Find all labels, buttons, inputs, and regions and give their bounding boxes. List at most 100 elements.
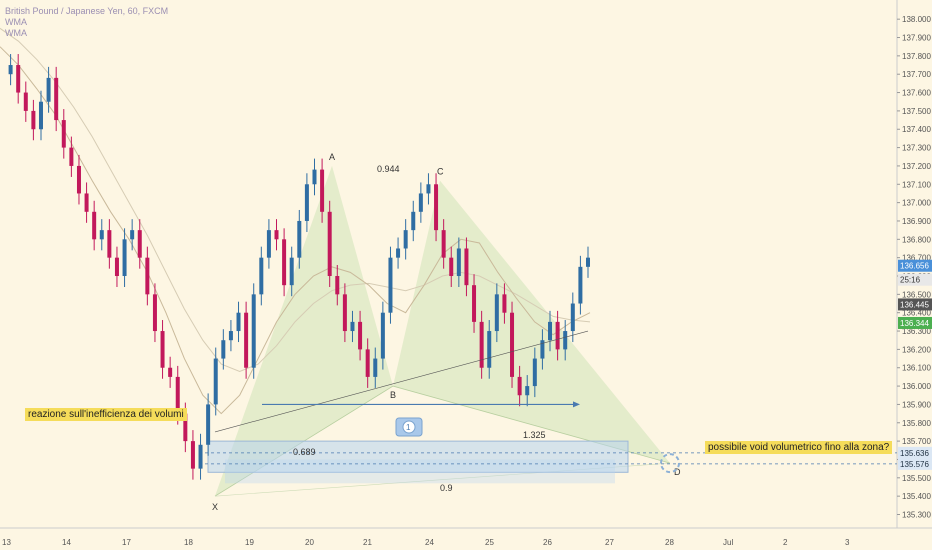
candle-body (518, 377, 522, 395)
candle-body (396, 248, 400, 257)
candle-body (510, 313, 514, 377)
note-void-zone[interactable]: possibile void volumetrico fino alla zon… (705, 441, 892, 454)
x-tick-label: 28 (665, 538, 674, 547)
y-tick-label: 135.400 (902, 492, 931, 501)
pattern-ratio-label: 0.944 (377, 164, 400, 174)
candle-body (85, 193, 89, 211)
candle-body (9, 65, 13, 74)
y-tick-label: 137.300 (902, 144, 931, 153)
candle-body (206, 404, 210, 444)
candle-body (480, 322, 484, 368)
candle-body (130, 230, 134, 239)
x-tick-label: 17 (122, 538, 131, 547)
y-tick-label: 137.900 (902, 34, 931, 43)
candle-body (221, 340, 225, 358)
candle-body (252, 294, 256, 367)
indicator-wma-2[interactable]: WMA (5, 28, 168, 39)
candle-body (267, 230, 271, 258)
candle-body (115, 258, 119, 276)
candle-body (153, 294, 157, 331)
money-icon-digit: 1 (406, 423, 411, 432)
x-tick-label: 26 (543, 538, 552, 547)
x-tick-label: 18 (184, 538, 193, 547)
candle-body (366, 349, 370, 377)
y-tick-label: 136.900 (902, 217, 931, 226)
candle-body (457, 248, 461, 276)
x-tick-label: 24 (425, 538, 434, 547)
pattern-point-c: C (437, 167, 444, 177)
candle-body (312, 170, 316, 185)
candle-body (290, 258, 294, 286)
level-price-label: 135.576 (900, 460, 929, 469)
candle-body (578, 267, 582, 304)
candle-body (464, 248, 468, 285)
candle-body (214, 359, 218, 405)
x-tick-label: 2 (783, 538, 788, 547)
candle-body (495, 294, 499, 331)
candle-body (77, 166, 81, 194)
candle-body (548, 322, 552, 340)
x-tick-label: 21 (363, 538, 372, 547)
candle-body (563, 331, 567, 349)
y-tick-label: 135.300 (902, 510, 931, 519)
candle-body (556, 322, 560, 350)
candle-body (525, 386, 529, 395)
y-tick-label: 135.900 (902, 400, 931, 409)
pattern-point-b: B (390, 390, 396, 400)
y-tick-label: 136.800 (902, 235, 931, 244)
candle-body (335, 276, 339, 294)
candle-body (586, 258, 590, 267)
candle-body (381, 313, 385, 359)
candle-body (100, 230, 104, 239)
y-tick-label: 136.200 (902, 345, 931, 354)
candle-body (533, 359, 537, 387)
candle-body (229, 331, 233, 340)
y-tick-label: 135.800 (902, 419, 931, 428)
y-tick-label: 137.800 (902, 52, 931, 61)
candle-body (47, 78, 51, 102)
candle-body (16, 65, 20, 93)
candle-body (31, 111, 35, 129)
note-volume-inefficiency[interactable]: reazione sull'inefficienza dei volumi (25, 408, 187, 421)
candle-body (168, 368, 172, 377)
x-tick-label: 3 (845, 538, 850, 547)
candle-body (449, 258, 453, 276)
candle-body (282, 239, 286, 285)
candle-body (39, 102, 43, 130)
pattern-ratio-label: 1.325 (523, 430, 546, 440)
y-tick-label: 137.400 (902, 125, 931, 134)
candle-body (123, 239, 127, 276)
pattern-point-x: X (212, 502, 218, 512)
y-tick-label: 138.000 (902, 15, 931, 24)
candle-body (419, 193, 423, 211)
candle-body (92, 212, 96, 240)
candle-body (161, 331, 165, 368)
candle-body (571, 304, 575, 332)
candle-body (297, 221, 301, 258)
candle-body (502, 294, 506, 312)
candle-body (54, 78, 58, 120)
candle-body (107, 230, 111, 258)
countdown-label: 25:16 (900, 276, 921, 285)
candle-body (24, 93, 28, 111)
candle-body (145, 258, 149, 295)
pattern-ratio-label: 0.689 (293, 447, 316, 457)
y-tick-label: 136.500 (902, 290, 931, 299)
candle-body (320, 170, 324, 212)
candle-body (199, 445, 203, 469)
pattern-point-d: D (674, 467, 681, 477)
candle-body (343, 294, 347, 331)
candle-body (434, 184, 438, 230)
candle-body (259, 258, 263, 295)
indicator-wma-1[interactable]: WMA (5, 17, 168, 28)
candle-body (411, 212, 415, 230)
y-tick-label: 135.500 (902, 474, 931, 483)
symbol-title[interactable]: British Pound / Japanese Yen, 60, FXCM (5, 6, 168, 17)
x-tick-label: 19 (245, 538, 254, 547)
candle-body (404, 230, 408, 248)
candle-body (275, 230, 279, 239)
candle-body (62, 120, 66, 148)
chart-legend: British Pound / Japanese Yen, 60, FXCM W… (5, 6, 168, 39)
